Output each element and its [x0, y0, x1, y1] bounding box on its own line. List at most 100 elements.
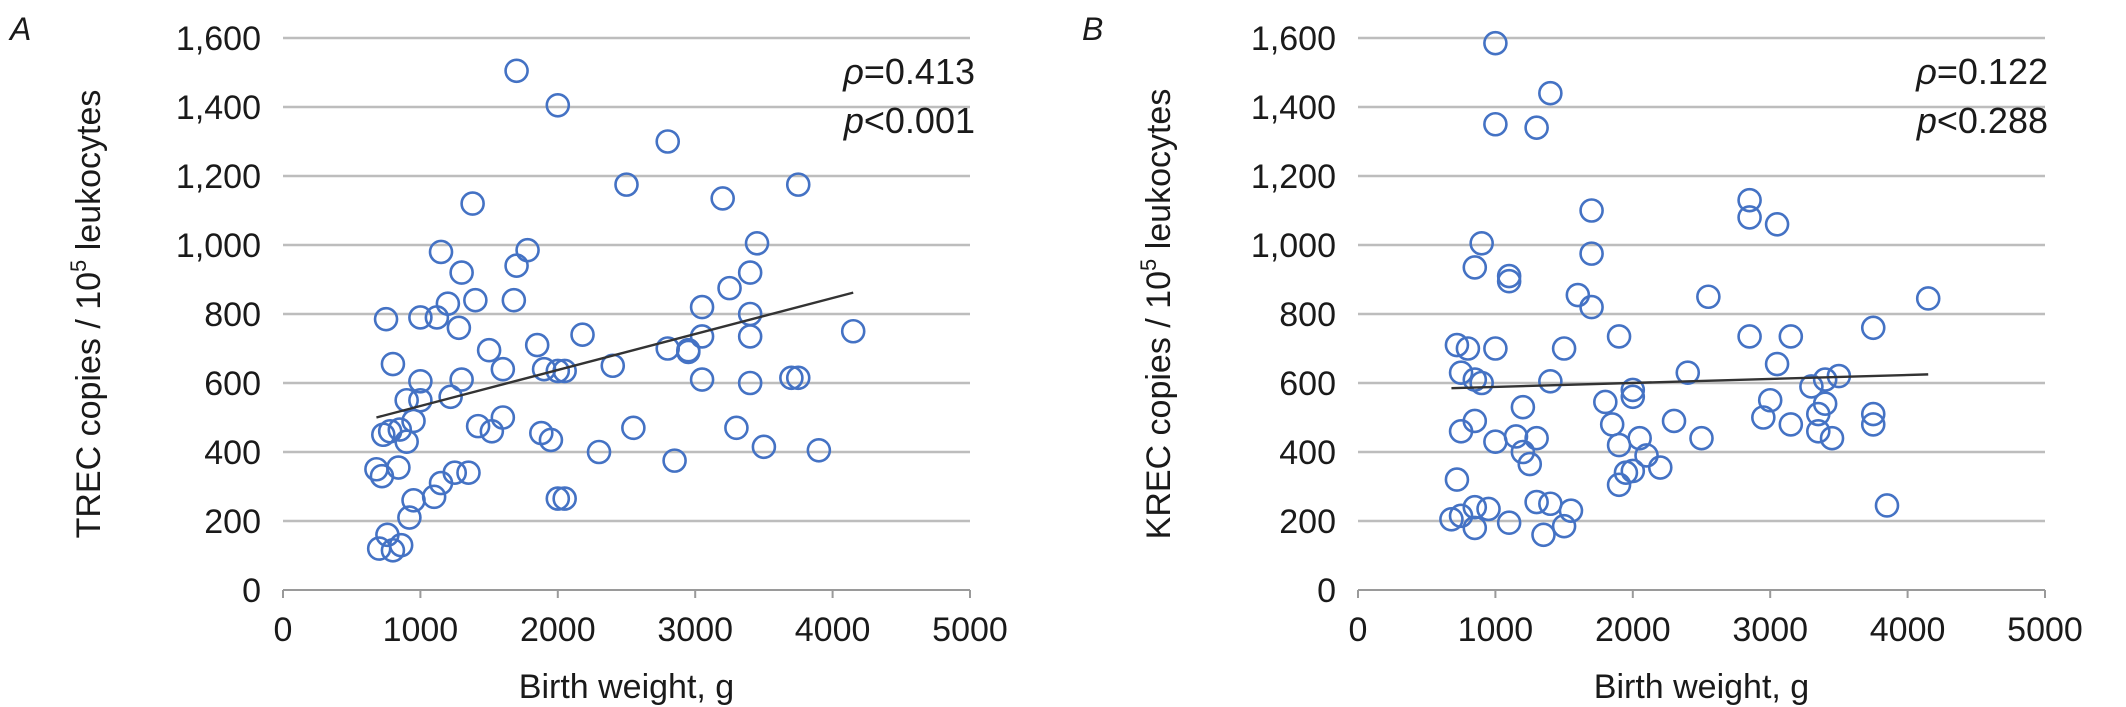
data-point [1874, 493, 1900, 518]
data-point [570, 322, 595, 348]
stat-rho: ρ=0.122 [1915, 51, 2048, 92]
data-point [1551, 513, 1577, 539]
stat-p: p<0.001 [843, 100, 975, 141]
data-point [785, 365, 811, 391]
data-point [1483, 429, 1508, 454]
data-point [1448, 418, 1474, 444]
x-tick-label: 1000 [383, 611, 459, 649]
data-point [1860, 401, 1886, 427]
y-tick-label: 1,600 [1251, 20, 1336, 58]
data-point [1593, 389, 1618, 415]
x-axis-label: Birth weight, g [1594, 668, 1809, 706]
data-point [380, 538, 406, 563]
data-point [456, 460, 481, 486]
data-point [545, 92, 571, 118]
data-point [1915, 286, 1941, 311]
data-point [479, 418, 505, 444]
data-point [1510, 394, 1536, 420]
x-tick-label: 0 [1349, 611, 1368, 649]
stat-p-symbol: p [843, 100, 864, 141]
data-point [621, 415, 646, 441]
data-point [1757, 387, 1783, 413]
data-point [366, 536, 392, 561]
chart-panel-a: 0 200 400 600 800 1,000 1,200 1,400 1,600 0 1000 20… [8, 11, 1008, 706]
data-point [1689, 425, 1714, 451]
data-point [1476, 496, 1501, 522]
y-tick-label: 1,000 [176, 227, 261, 265]
x-tick-label: 0 [274, 611, 293, 649]
data-point [1634, 443, 1659, 468]
data-point [428, 239, 454, 265]
data-point [545, 486, 571, 511]
data-point [689, 367, 715, 392]
data-point [655, 129, 681, 154]
y-tick-label: 0 [242, 572, 261, 610]
data-point [1819, 425, 1845, 451]
data-point [1860, 315, 1886, 341]
x-tick-label: 3000 [1732, 611, 1808, 649]
data-point [1799, 374, 1824, 399]
data-point [1538, 368, 1563, 394]
data-point [364, 456, 389, 482]
data-point [1565, 282, 1591, 308]
data-point [446, 315, 472, 341]
data-point [460, 191, 485, 216]
stat-p-value: <0.001 [864, 100, 975, 141]
x-tick-label: 2000 [520, 611, 596, 649]
data-point [1496, 268, 1522, 294]
data-point [1764, 212, 1790, 237]
data-point [504, 58, 529, 84]
x-tick-label: 5000 [932, 611, 1008, 649]
data-point [1696, 284, 1721, 310]
data-point [689, 324, 715, 349]
data-point [1812, 367, 1838, 392]
data-point [1538, 80, 1563, 106]
data-point [1538, 491, 1563, 517]
data-point [545, 358, 571, 384]
y-tick-label: 600 [1279, 365, 1336, 403]
y-axis-label-tail: leukocytes [1140, 89, 1178, 259]
y-tick-label: 0 [1317, 572, 1336, 610]
data-point [449, 260, 474, 285]
data-point [840, 318, 866, 344]
data-point [501, 287, 527, 313]
data-point [1613, 460, 1639, 486]
data-point [1483, 336, 1508, 361]
y-tick-label: 1,000 [1251, 227, 1336, 265]
data-point [614, 172, 639, 197]
data-point [1531, 522, 1556, 548]
y-tick-label: 200 [204, 503, 261, 541]
stat-rho-symbol: ρ [842, 51, 864, 92]
data-point [1737, 324, 1762, 349]
stat-rho: ρ=0.413 [842, 51, 975, 92]
data-point [1606, 472, 1632, 498]
data-point [386, 455, 411, 480]
data-point [490, 356, 516, 382]
y-tick-label: 1,200 [1251, 158, 1336, 196]
data-point [371, 422, 396, 448]
y-axis-label-main: TREC copies / 10 [70, 272, 108, 538]
data-point [1778, 412, 1804, 437]
data-point [476, 337, 502, 363]
data-point [744, 230, 770, 256]
data-point [676, 339, 701, 365]
data-point [689, 294, 715, 320]
data-point [1675, 360, 1701, 385]
data-point [394, 429, 419, 454]
data-point [1751, 405, 1776, 430]
data-point [1606, 324, 1632, 349]
data-point [1524, 115, 1549, 140]
x-tick-label: 4000 [795, 611, 871, 649]
y-tick-label: 200 [1279, 503, 1336, 541]
data-point [1599, 412, 1625, 437]
y-axis-label-superscript: 5 [1136, 259, 1161, 271]
data-point [435, 291, 461, 316]
data-point [1551, 336, 1577, 361]
stat-rho-value: =0.122 [1937, 51, 2048, 92]
data-point [490, 405, 516, 430]
data-point [1444, 467, 1470, 492]
data-point [1483, 30, 1508, 56]
data-point [737, 324, 763, 349]
data-point [1647, 455, 1673, 480]
data-point [1579, 198, 1604, 223]
